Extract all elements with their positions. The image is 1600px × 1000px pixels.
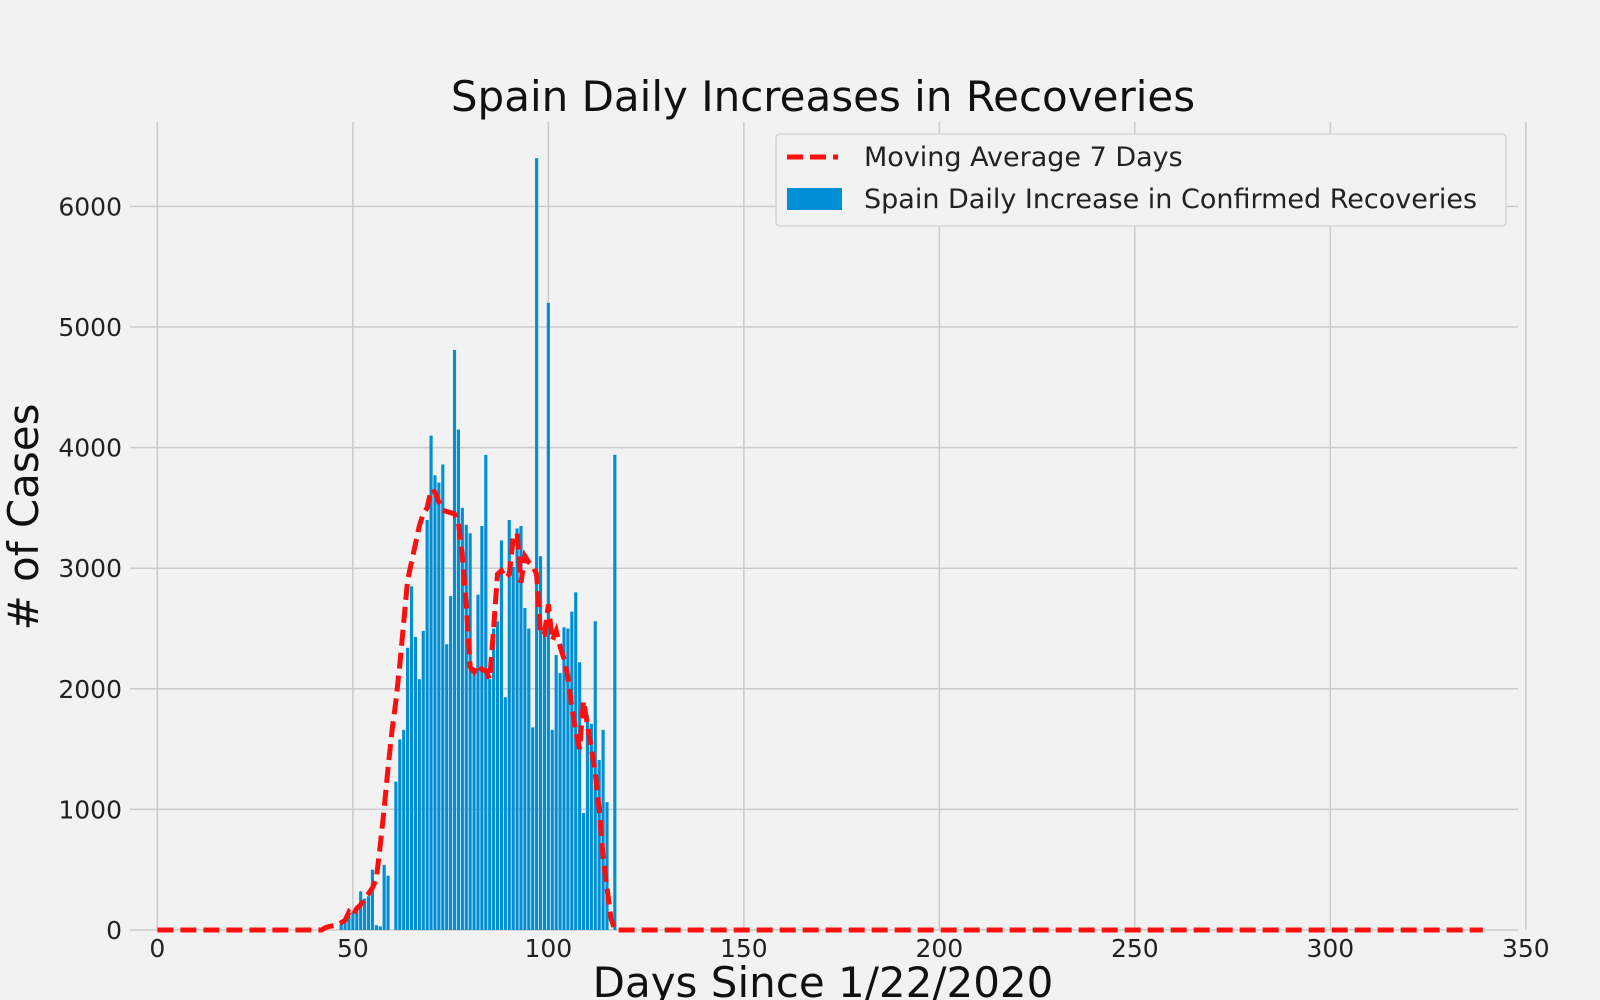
bar [339, 923, 343, 930]
bar [570, 611, 574, 930]
bar [449, 595, 453, 930]
bar [370, 869, 374, 930]
bar [538, 556, 543, 930]
legend-bar-swatch [787, 188, 842, 210]
bar [378, 926, 382, 930]
bar [374, 925, 378, 930]
bar [359, 891, 363, 930]
y-axis-title: # of Cases [0, 403, 48, 630]
bar [519, 526, 523, 930]
bar [542, 628, 547, 930]
bar [605, 802, 609, 930]
bar [417, 679, 421, 930]
bar [613, 454, 617, 930]
bar [492, 628, 496, 930]
bar [566, 628, 570, 930]
bar [394, 781, 398, 930]
bar [464, 524, 468, 930]
bar [507, 519, 511, 930]
bar [578, 662, 582, 930]
x-axis-title: Days Since 1/22/2020 [593, 958, 1054, 1000]
bar [355, 909, 359, 930]
x-tick-label: 50 [337, 934, 369, 963]
bar [531, 727, 535, 930]
bar [476, 594, 480, 930]
legend: Moving Average 7 Days Spain Daily Increa… [775, 133, 1507, 227]
bar [484, 454, 488, 930]
bar [503, 697, 507, 930]
bar [468, 533, 472, 930]
x-tick-label: 350 [1502, 934, 1550, 963]
bar [382, 864, 386, 930]
bar [527, 628, 531, 930]
chart-title: Spain Daily Increases in Recoveries [451, 72, 1195, 121]
y-tick-label: 0 [106, 916, 122, 945]
x-tick-label: 100 [524, 934, 572, 963]
bar [452, 349, 457, 930]
y-tick-label: 5000 [58, 313, 122, 342]
bar [425, 519, 429, 930]
bar [585, 715, 590, 930]
bar [523, 608, 527, 930]
bar [398, 739, 402, 930]
x-tick-labels: 0 50 100 150 200 250 300 350 [149, 934, 1549, 963]
bars [323, 158, 617, 931]
bar [488, 679, 492, 930]
bar [363, 898, 367, 930]
legend-label-moving-average: Moving Average 7 Days [864, 142, 1183, 173]
bar [554, 655, 558, 930]
bar [429, 435, 433, 930]
bar [550, 729, 554, 930]
bar [386, 875, 390, 930]
y-tick-label: 1000 [58, 795, 122, 824]
bar [351, 911, 355, 930]
bar [460, 507, 464, 930]
bar [495, 621, 500, 930]
bar [409, 586, 414, 930]
bar [511, 567, 515, 930]
bar [480, 526, 484, 930]
legend-box [775, 133, 1507, 227]
y-tick-label: 6000 [58, 192, 122, 221]
bar [413, 636, 417, 930]
bar [366, 896, 371, 930]
y-tick-labels: 0 1000 2000 3000 4000 5000 6000 [58, 192, 122, 945]
bar [347, 915, 351, 930]
bar [499, 540, 504, 930]
bar [589, 723, 593, 930]
bar [433, 475, 437, 930]
x-tick-label: 200 [915, 934, 963, 963]
bar [581, 813, 586, 930]
x-tick-label: 0 [149, 934, 165, 963]
x-tick-label: 150 [720, 934, 768, 963]
legend-label-recoveries: Spain Daily Increase in Confirmed Recove… [864, 184, 1477, 215]
bar [402, 729, 406, 930]
bar [406, 647, 410, 930]
bar [343, 922, 347, 930]
bar [456, 429, 460, 930]
bar [515, 528, 519, 930]
y-tick-label: 3000 [58, 554, 122, 583]
bar [437, 482, 441, 930]
bar [441, 464, 445, 930]
bar [445, 644, 449, 930]
bar [535, 158, 539, 931]
x-tick-label: 250 [1111, 934, 1159, 963]
bar [574, 592, 578, 930]
y-tick-label: 2000 [58, 675, 122, 704]
bar [546, 302, 550, 930]
x-tick-label: 300 [1306, 934, 1354, 963]
bar [562, 627, 566, 930]
y-tick-label: 4000 [58, 434, 122, 463]
bar [597, 759, 601, 930]
bar [421, 630, 425, 930]
bar [558, 673, 562, 930]
bar [472, 670, 476, 930]
moving-average-line [157, 485, 1483, 933]
